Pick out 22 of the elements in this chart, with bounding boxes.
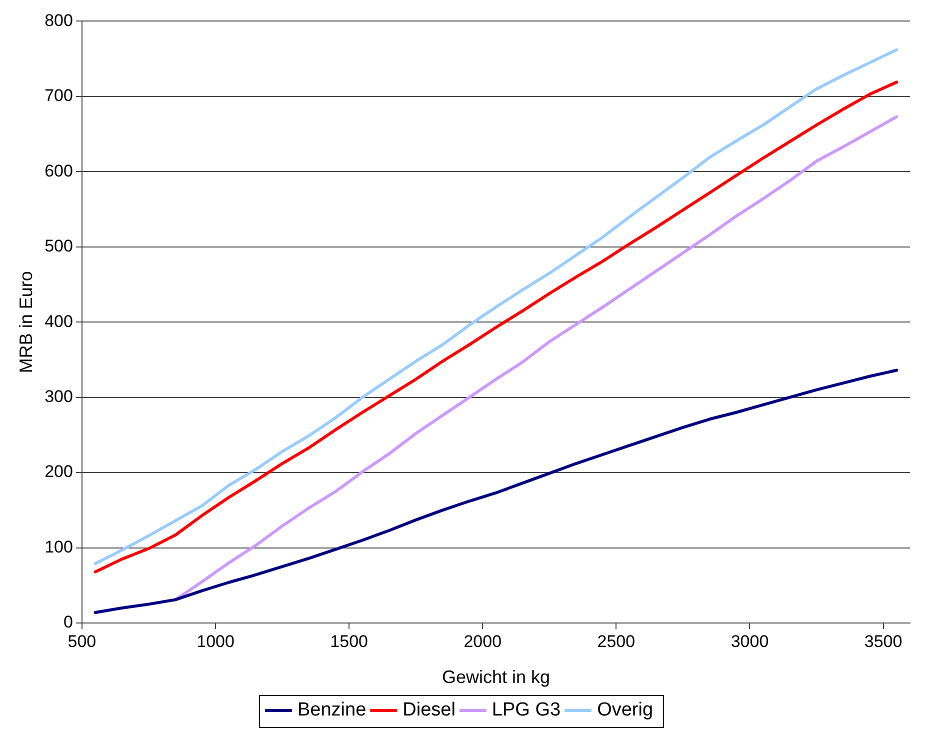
y-tick-label: 300 — [44, 387, 73, 406]
x-tick-label: 1500 — [330, 632, 368, 651]
y-tick-label: 100 — [44, 537, 73, 556]
y-tick-label: 500 — [44, 236, 73, 256]
x-tick-label: 500 — [68, 632, 96, 651]
legend-label: Benzine — [297, 700, 366, 721]
x-tick-label: 2000 — [464, 632, 502, 651]
x-tick-label: 3500 — [864, 632, 902, 651]
y-tick-label: 700 — [44, 86, 73, 106]
legend-label: Overig — [597, 700, 654, 721]
y-tick-label: 400 — [44, 312, 73, 331]
x-tick-label: 2500 — [597, 632, 636, 651]
y-tick-label: 0 — [63, 612, 73, 632]
x-tick-label: 1000 — [196, 632, 234, 651]
legend-label: Diesel — [402, 700, 456, 721]
x-tick-label: 3000 — [730, 632, 769, 651]
x-axis-title: Gewicht in kg — [442, 667, 550, 688]
y-tick-label: 800 — [44, 10, 73, 30]
y-tick-label: 600 — [44, 161, 73, 180]
legend-label: LPG G3 — [492, 700, 561, 721]
y-axis-title: MRB in Euro — [16, 271, 36, 374]
y-tick-label: 200 — [44, 462, 73, 482]
